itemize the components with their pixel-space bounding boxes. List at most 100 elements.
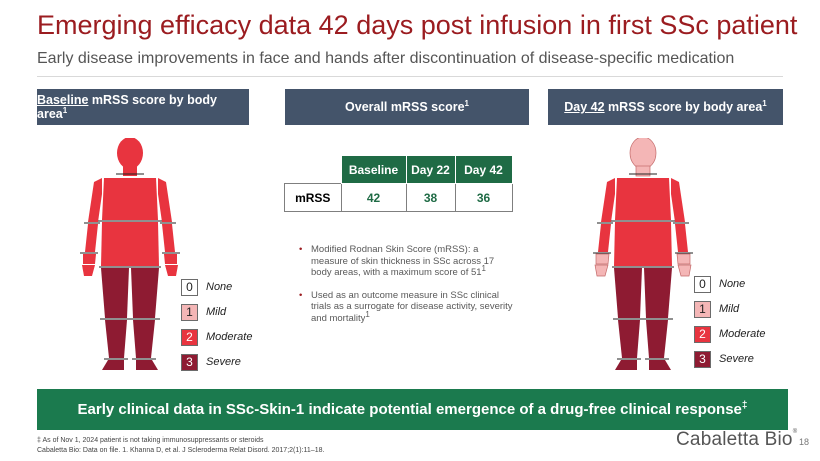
left-hand-region [595,253,610,265]
baseline-body-figure [80,138,180,370]
legend-swatch: 0 [181,278,198,296]
mrss-notes: • Modified Rodnan Skin Score (mRSS): a me… [299,244,517,335]
left-thigh-region [614,268,642,318]
right-upper-arm-region [671,178,685,222]
right-hand-region [676,253,691,265]
abdomen-region [614,222,672,266]
legend-label: Severe [206,356,241,368]
overall-header-sup: 1 [464,98,469,108]
day42-header-underlined: Day 42 [564,100,605,114]
page-subtitle: Early disease improvements in face and h… [37,50,735,67]
right-forearm-region [675,224,688,252]
legend-label: None [719,278,746,290]
banner-text: Early clinical data in SSc-Skin-1 indica… [77,401,742,418]
day42-header-text: mRSS score by body area [604,100,763,114]
right-leg-region [133,320,155,358]
table-header-row: Baseline Day 22 Day 42 [284,155,513,184]
legend-row-severe: 3 Severe [694,350,765,368]
right-foot-region [136,360,158,370]
left-leg-region [618,320,640,358]
banner-sup: ‡ [741,400,748,411]
head-region [117,138,143,169]
left-foot-region [102,360,124,370]
left-upper-arm-region [601,178,615,222]
mrss-score-table: Baseline Day 22 Day 42 mRSS 42 38 36 [284,155,513,212]
left-upper-arm-region [88,178,102,222]
bullet-text: Modified Rodnan Skin Score (mRSS): a mea… [311,244,495,278]
bullet-dot-icon: • [299,244,303,255]
baseline-header-underlined: Baseline [37,93,89,107]
legend-label: None [206,281,233,293]
legend-row-mild: 1 Mild [694,300,765,318]
chest-region [102,178,158,220]
legend-swatch: 1 [694,300,711,318]
legend-swatch: 3 [694,350,711,368]
legend-swatch: 2 [694,325,711,343]
head-region [629,138,657,170]
day42-header-sup: 1 [762,98,767,108]
right-foot-region [649,360,671,370]
bullet-item: • Modified Rodnan Skin Score (mRSS): a me… [299,244,517,279]
left-fingers-region [594,264,609,277]
legend-row-moderate: 2 Moderate [181,328,252,346]
neck-region [123,166,137,176]
legend-row-none: 0 None [694,275,765,293]
left-forearm-region [85,224,98,252]
legend-swatch: 3 [181,353,198,371]
bullet-dot-icon: • [299,289,303,301]
conclusion-banner: Early clinical data in SSc-Skin-1 indica… [37,389,788,430]
logo-text: Cabaletta Bio [676,429,793,450]
column-header: Day 22 [405,155,456,184]
column-header: Day 42 [454,155,513,184]
neck-region [635,165,651,177]
right-thigh-region [131,268,159,318]
table-corner [284,155,341,184]
bullet-sup: 1 [365,309,370,319]
company-logo: Cabaletta Bio® [676,429,797,451]
day42-legend: 0 None 1 Mild 2 Moderate 3 Severe [694,275,765,375]
legend-row-moderate: 2 Moderate [694,325,765,343]
legend-row-severe: 3 Severe [181,353,252,371]
day42-header: Day 42 mRSS score by body area1 [548,89,783,125]
legend-label: Moderate [719,328,766,340]
logo-registered: ® [792,429,798,435]
region-dividers [593,173,693,360]
page-title: Emerging efficacy data 42 days post infu… [37,10,798,40]
baseline-legend: 0 None 1 Mild 2 Moderate 3 Severe [181,278,252,378]
left-fingers-region [82,265,95,276]
day42-body-figure [593,138,693,370]
region-dividers [80,173,180,360]
reference-note: Cabaletta Bio: Data on file. 1. Khanna D… [37,447,325,454]
bullet-item: • Used as an outcome measure in SSc clini… [299,290,517,325]
right-thigh-region [644,268,672,318]
right-forearm-region [162,224,175,252]
legend-swatch: 0 [694,275,711,293]
title-divider [37,76,783,77]
legend-swatch: 2 [181,328,198,346]
right-leg-region [646,320,668,358]
page-number: 18 [799,437,810,447]
right-upper-arm-region [158,178,172,222]
legend-row-none: 0 None [181,278,252,296]
legend-label: Moderate [206,331,253,343]
baseline-header: Baseline mRSS score by body area1 [37,89,249,125]
bullet-sup: 1 [481,263,486,273]
table-cell: 38 [405,183,456,212]
left-hand-region [83,254,96,264]
left-forearm-region [598,224,611,252]
baseline-header-sup: 1 [62,105,68,115]
right-hand-region [164,254,177,264]
left-foot-region [615,360,637,370]
overall-header-text: Overall mRSS score [345,100,465,114]
left-leg-region [105,320,127,358]
table-row: mRSS 42 38 36 [284,183,513,212]
legend-swatch: 1 [181,303,198,321]
right-fingers-region [677,264,692,277]
legend-row-mild: 1 Mild [181,303,252,321]
legend-label: Severe [719,353,754,365]
legend-label: Mild [719,303,740,315]
chest-region [615,178,671,220]
left-thigh-region [101,268,129,318]
abdomen-region [101,222,159,266]
overall-header: Overall mRSS score1 [285,89,529,125]
